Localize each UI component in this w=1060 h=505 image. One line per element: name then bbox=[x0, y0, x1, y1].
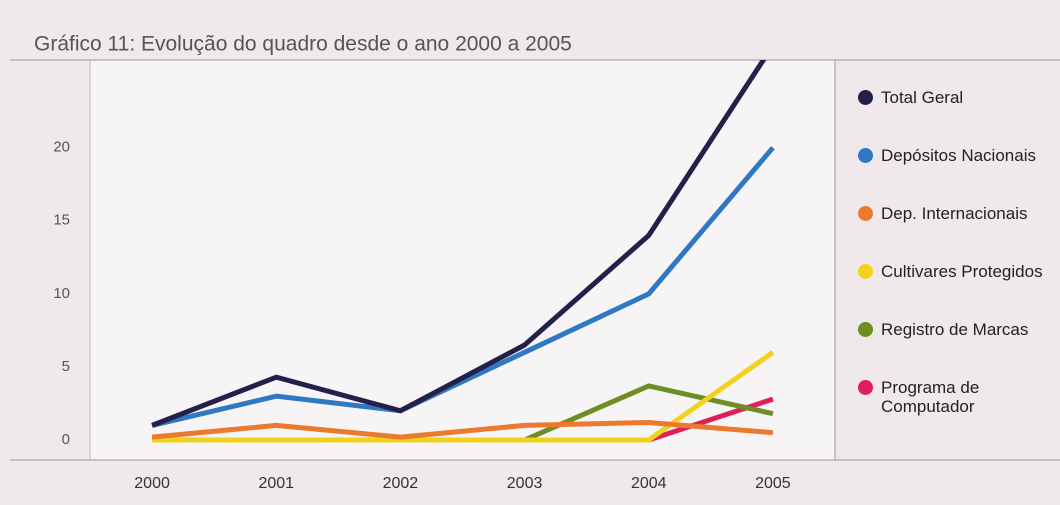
legend-item: Cultivares Protegidos bbox=[858, 262, 1058, 320]
legend-item: Programa de Computador bbox=[858, 378, 1058, 436]
legend-label: Programa de Computador bbox=[881, 378, 980, 416]
lines bbox=[151, 60, 775, 443]
y-tick-label: 15 bbox=[53, 212, 70, 229]
chart-title: Gráfico 11: Evolução do quadro desde o a… bbox=[34, 33, 572, 56]
x-tick-label: 2001 bbox=[258, 475, 294, 492]
series-line bbox=[151, 419, 774, 440]
y-tick-label: 0 bbox=[62, 431, 70, 448]
legend-label: Total Geral bbox=[881, 88, 964, 107]
series-line bbox=[151, 146, 775, 428]
legend-label: Registro de Marcas bbox=[881, 320, 1029, 339]
legend-item: Registro de Marcas bbox=[858, 320, 1058, 378]
y-tick-label: 5 bbox=[62, 358, 70, 375]
legend-swatch bbox=[858, 148, 873, 163]
legend-swatch bbox=[858, 322, 873, 337]
legend: Total Geral Depósitos Nacionais Dep. Inter… bbox=[858, 88, 1058, 436]
legend-label: Cultivares Protegidos bbox=[881, 262, 1043, 281]
y-tick-label: 10 bbox=[53, 285, 70, 302]
legend-item: Dep. Internacionais bbox=[858, 204, 1058, 262]
legend-item: Depósitos Nacionais bbox=[858, 146, 1058, 204]
x-tick-label: 2005 bbox=[755, 475, 791, 492]
x-tick-label: 2004 bbox=[631, 475, 667, 492]
x-tick-label: 2000 bbox=[134, 475, 170, 492]
legend-label: Dep. Internacionais bbox=[881, 204, 1028, 223]
legend-swatch bbox=[858, 206, 873, 221]
y-tick-label: 20 bbox=[53, 139, 70, 156]
legend-item: Total Geral bbox=[858, 88, 1058, 146]
legend-swatch bbox=[858, 90, 873, 105]
legend-label: Depósitos Nacionais bbox=[881, 146, 1036, 165]
series-line bbox=[151, 60, 767, 428]
legend-swatch bbox=[858, 380, 873, 395]
x-tick-label: 2003 bbox=[507, 475, 543, 492]
x-tick-label: 2002 bbox=[383, 475, 419, 492]
legend-swatch bbox=[858, 264, 873, 279]
